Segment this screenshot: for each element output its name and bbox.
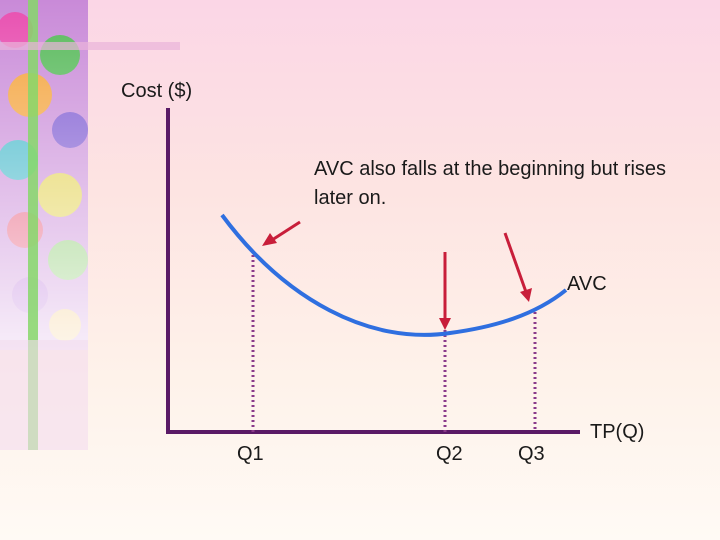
- annotation-text: AVC also falls at the beginning but rise…: [314, 158, 667, 209]
- x-axis-label: TP(Q): [590, 421, 645, 443]
- arrow-middle: [439, 252, 451, 330]
- q2-label: Q2: [436, 443, 463, 465]
- q1-label: Q1: [237, 443, 264, 465]
- avc-curve: [220, 213, 568, 337]
- decorative-top-bar: [0, 42, 180, 50]
- y-axis-label: Cost ($): [121, 80, 193, 102]
- arrow-right: [503, 232, 532, 302]
- q3-label: Q3: [518, 443, 545, 465]
- arrow-left: [262, 220, 301, 246]
- avc-curve-label: AVC: [567, 273, 607, 295]
